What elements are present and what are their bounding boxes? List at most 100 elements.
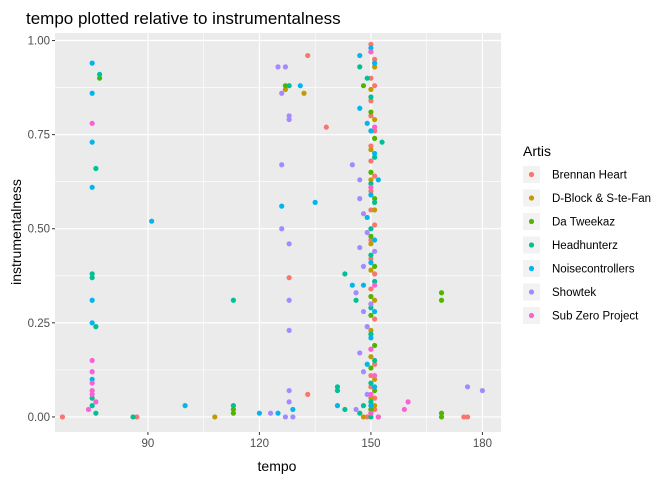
data-point: [464, 384, 471, 390]
data-point: [368, 256, 374, 262]
data-point: [368, 305, 374, 311]
legend-marker: [528, 289, 535, 295]
plot-panel: [55, 33, 501, 432]
legend-marker: [528, 195, 535, 201]
data-point: [89, 60, 95, 66]
data-point: [149, 218, 155, 224]
data-point: [372, 237, 378, 243]
data-point: [353, 290, 359, 296]
data-point: [282, 86, 289, 93]
data-point: [372, 248, 378, 254]
data-point: [372, 282, 378, 288]
data-point: [212, 414, 218, 420]
data-point: [279, 226, 285, 232]
data-point: [368, 335, 374, 341]
data-point: [134, 414, 140, 420]
data-point: [372, 222, 378, 228]
data-point: [372, 297, 378, 303]
data-point: [368, 267, 374, 273]
data-point: [286, 399, 292, 405]
data-point: [89, 139, 95, 145]
y-tick-label: 0.25: [28, 318, 50, 330]
data-point: [97, 71, 103, 78]
data-point: [372, 135, 378, 141]
data-point: [230, 406, 236, 413]
legend: Artis Brennan Heart D-Block & S-te-Fan Da …: [523, 143, 651, 324]
data-point: [279, 162, 285, 168]
data-point: [89, 395, 95, 401]
data-point: [372, 406, 378, 413]
data-point: [360, 403, 367, 409]
x-axis: 90 120 150 180: [142, 432, 492, 450]
data-point: [286, 275, 292, 281]
data-point: [357, 64, 363, 70]
data-point: [282, 64, 289, 70]
data-point: [372, 372, 378, 379]
data-point: [275, 410, 281, 416]
y-axis-title: instrumentalness: [8, 179, 24, 285]
data-point: [368, 233, 374, 239]
data-point: [368, 158, 374, 164]
data-point: [334, 384, 341, 390]
data-point: [275, 64, 281, 70]
data-point: [368, 399, 374, 405]
data-point: [368, 188, 374, 194]
x-tick-label: 180: [473, 438, 492, 450]
data-point: [279, 203, 285, 209]
data-point: [286, 327, 292, 333]
data-point: [368, 354, 374, 360]
data-point: [372, 361, 378, 367]
data-point: [368, 192, 374, 198]
data-point: [368, 312, 374, 318]
data-point: [368, 372, 374, 379]
data-point: [368, 301, 374, 307]
data-points: [59, 41, 486, 420]
data-point: [368, 403, 374, 409]
data-point: [372, 124, 378, 130]
data-point: [372, 150, 378, 157]
data-point: [93, 410, 99, 416]
data-point: [368, 252, 374, 258]
data-point: [375, 177, 381, 183]
data-point: [368, 184, 374, 190]
data-point: [438, 297, 445, 303]
x-tick-label: 150: [361, 438, 380, 450]
data-point: [368, 365, 374, 371]
data-point: [368, 143, 374, 149]
legend-label: Headhunterz: [552, 240, 618, 252]
x-axis-title: tempo: [258, 458, 297, 474]
data-point: [368, 226, 374, 232]
data-point: [364, 324, 370, 330]
data-point: [405, 399, 411, 405]
data-point: [372, 173, 378, 179]
data-point: [368, 327, 374, 333]
data-point: [357, 52, 363, 59]
data-point: [372, 263, 378, 269]
data-point: [89, 380, 95, 386]
data-point: [368, 180, 374, 187]
data-point: [93, 399, 99, 405]
legend-label: Noisecontrollers: [552, 264, 635, 276]
data-point: [97, 75, 103, 81]
data-point: [89, 320, 95, 326]
y-tick-label: 0.50: [28, 224, 50, 236]
data-point: [479, 387, 486, 394]
data-point: [85, 406, 92, 413]
data-point: [372, 196, 378, 202]
data-point: [438, 290, 445, 296]
data-point: [290, 406, 296, 413]
data-point: [357, 410, 363, 416]
data-point: [89, 271, 95, 277]
data-point: [360, 369, 367, 375]
data-point: [372, 64, 378, 70]
legend-label: Brennan Heart: [552, 170, 628, 182]
data-point: [312, 199, 318, 205]
data-point: [401, 406, 407, 413]
data-point: [89, 403, 95, 409]
data-point: [230, 403, 236, 409]
legend-label: Showtek: [552, 287, 596, 299]
data-point: [368, 86, 374, 93]
data-point: [360, 414, 367, 420]
data-point: [438, 410, 445, 416]
data-point: [256, 410, 263, 416]
